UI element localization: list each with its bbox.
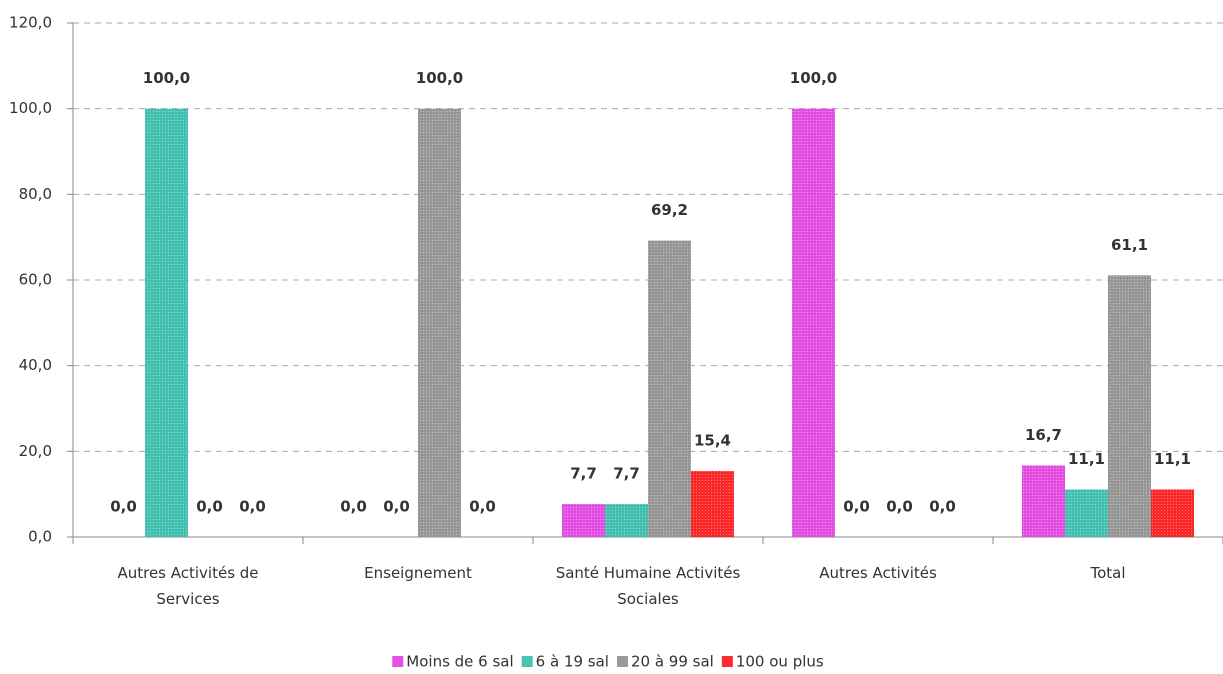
y-tick-label: 40,0: [19, 356, 52, 374]
value-label: 69,2: [651, 201, 688, 219]
legend-label: 100 ou plus: [736, 653, 824, 671]
bar-texture: [1022, 465, 1065, 537]
value-label: 0,0: [929, 498, 956, 516]
value-label: 0,0: [196, 498, 223, 516]
legend-label: Moins de 6 sal: [406, 653, 513, 671]
value-label: 0,0: [239, 498, 266, 516]
y-tick-label: 20,0: [19, 442, 52, 460]
value-label: 61,1: [1111, 236, 1148, 254]
value-label: 0,0: [340, 498, 367, 516]
value-label: 0,0: [383, 498, 410, 516]
bar-texture: [1065, 489, 1108, 537]
y-tick-label: 100,0: [9, 99, 52, 117]
bar-texture: [1151, 489, 1194, 537]
bar-group: [648, 240, 691, 538]
legend-label: 6 à 19 sal: [536, 653, 609, 671]
value-label: 11,1: [1154, 450, 1191, 468]
value-label: 11,1: [1068, 450, 1105, 468]
bar-group: [1151, 489, 1194, 537]
value-label: 100,0: [790, 69, 837, 87]
value-label: 100,0: [416, 69, 463, 87]
value-label: 100,0: [143, 69, 190, 87]
bar-group: [1108, 275, 1151, 537]
x-tick-label: Enseignement: [364, 564, 472, 582]
value-label: 7,7: [613, 465, 640, 483]
y-tick-label: 60,0: [19, 271, 52, 289]
y-tick-label: 0,0: [28, 528, 52, 546]
legend-swatch: [521, 656, 533, 667]
y-tick-label: 120,0: [9, 14, 52, 32]
bar-texture: [1108, 275, 1151, 537]
bar-group: [1065, 489, 1108, 537]
bar-texture: [792, 108, 835, 538]
bar-group: [145, 108, 188, 538]
legend-label: 20 à 99 sal: [631, 653, 714, 671]
bar-group: [562, 504, 605, 537]
legend-swatch: [616, 656, 628, 667]
bar-group: [1022, 465, 1065, 537]
bar-texture: [145, 108, 188, 538]
bar-group: [792, 108, 835, 538]
bar-texture: [562, 504, 605, 537]
value-label: 7,7: [570, 465, 597, 483]
bar-group: [418, 108, 461, 538]
value-label: 0,0: [843, 498, 870, 516]
value-label: 0,0: [110, 498, 137, 516]
bar-group: [605, 504, 648, 537]
value-label: 15,4: [694, 432, 731, 450]
value-label: 0,0: [886, 498, 913, 516]
x-tick-label: Autres Activités: [819, 564, 937, 582]
bar-texture: [418, 108, 461, 538]
x-tick-label: Santé Humaine Activités Sociales: [555, 564, 741, 608]
y-tick-label: 80,0: [19, 185, 52, 203]
legend-swatch: [392, 656, 404, 667]
bar-texture: [605, 504, 648, 537]
legend-swatch: [721, 656, 733, 667]
bar-texture: [691, 471, 734, 537]
value-label: 0,0: [469, 498, 496, 516]
bar-texture: [648, 240, 691, 538]
bar-group: [691, 471, 734, 537]
x-tick-label: Autres Activités de Services: [117, 564, 259, 608]
x-tick-label: Total: [1090, 564, 1126, 582]
value-label: 16,7: [1025, 426, 1062, 444]
